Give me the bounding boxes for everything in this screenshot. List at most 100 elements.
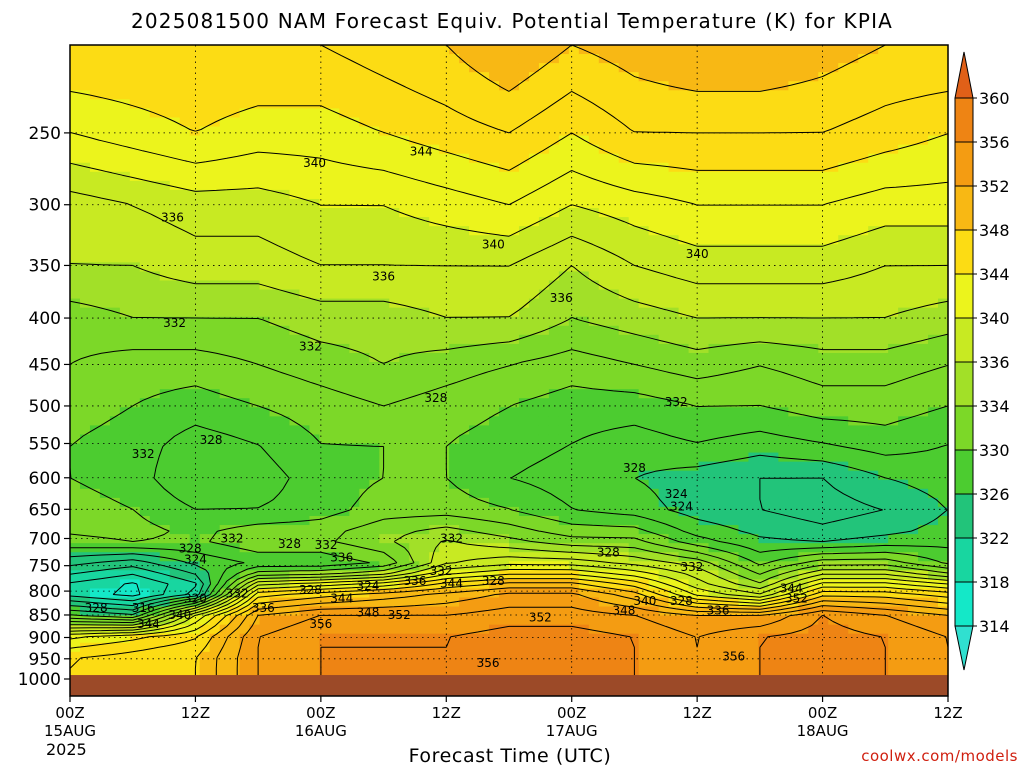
field-cell [618,180,630,191]
field-cell [648,488,660,499]
field-cell [748,443,760,454]
field-cell [169,262,181,273]
field-cell [359,669,370,680]
field-cell [429,325,440,336]
field-cell [109,81,121,91]
field-cell [459,434,470,445]
field-cell [638,434,650,445]
field-cell [638,45,650,55]
field-cell [319,552,331,562]
field-cell [139,316,151,327]
field-cell [578,54,590,64]
field-cell [339,90,350,100]
field-cell [429,425,440,436]
field-cell [748,144,760,155]
field-cell [139,253,151,263]
field-cell [99,217,111,227]
field-cell [688,380,700,390]
field-cell [449,669,460,680]
field-cell [469,515,480,526]
field-cell [598,642,610,653]
field-cell [578,144,590,155]
field-cell [469,425,480,436]
field-cell [109,144,121,155]
field-cell [538,606,550,617]
field-cell [598,552,610,562]
field-cell [349,506,360,517]
field-cell [489,235,500,245]
field-cell [648,597,660,608]
field-cell [229,45,241,55]
field-cell [99,189,111,200]
field-cell [758,126,770,137]
field-cell [748,470,760,481]
field-cell [329,226,340,236]
field-cell [618,525,630,535]
field-cell [708,660,720,671]
field-cell [768,352,779,363]
field-cell [578,660,590,671]
field-cell [279,669,291,680]
field-cell [269,597,281,608]
field-cell [718,126,730,137]
field-cell [509,561,520,571]
field-cell [439,407,450,417]
field-cell [628,362,640,372]
field-cell [179,289,191,300]
field-cell [349,398,360,408]
field-cell [99,244,111,254]
field-cell [479,316,490,327]
field-cell [618,515,630,526]
field-cell [149,534,161,544]
field-cell [149,561,161,571]
field-cell [718,525,730,535]
field-cell [648,651,660,662]
field-cell [738,470,750,481]
field-cell [129,389,141,399]
field-cell [239,497,251,508]
field-cell [658,334,670,345]
field-cell [718,443,730,454]
field-cell [139,497,151,508]
field-cell [249,271,261,282]
field-cell [279,597,291,608]
field-cell [359,208,370,218]
field-cell [748,660,760,671]
field-cell [678,343,690,354]
field-cell [628,72,640,82]
field-cell [129,633,141,644]
field-cell [738,624,750,635]
field-cell [219,452,231,463]
field-cell [219,334,231,345]
field-cell [628,226,640,236]
field-cell [99,398,111,408]
field-cell [199,380,211,390]
field-cell [439,63,450,73]
field-cell [109,470,121,481]
field-cell [289,144,301,155]
field-cell [369,515,380,526]
field-cell [678,253,690,263]
field-cell [269,54,281,64]
field-cell [239,425,251,436]
field-cell [129,425,141,436]
field-cell [479,380,490,390]
field-cell [518,669,530,680]
field-cell [109,208,121,218]
field-cell [718,271,730,282]
field-cell [319,669,331,680]
field-cell [309,72,321,82]
field-cell [429,189,440,200]
field-cell [139,63,151,73]
field-cell [588,144,600,155]
field-cell [119,162,131,173]
field-cell [678,470,690,481]
field-cell [489,515,500,526]
field-cell [319,280,331,291]
field-cell [479,425,490,436]
field-cell [359,298,370,309]
field-cell [718,334,730,345]
field-cell [139,561,151,571]
field-cell [179,534,191,544]
field-cell [329,588,340,599]
